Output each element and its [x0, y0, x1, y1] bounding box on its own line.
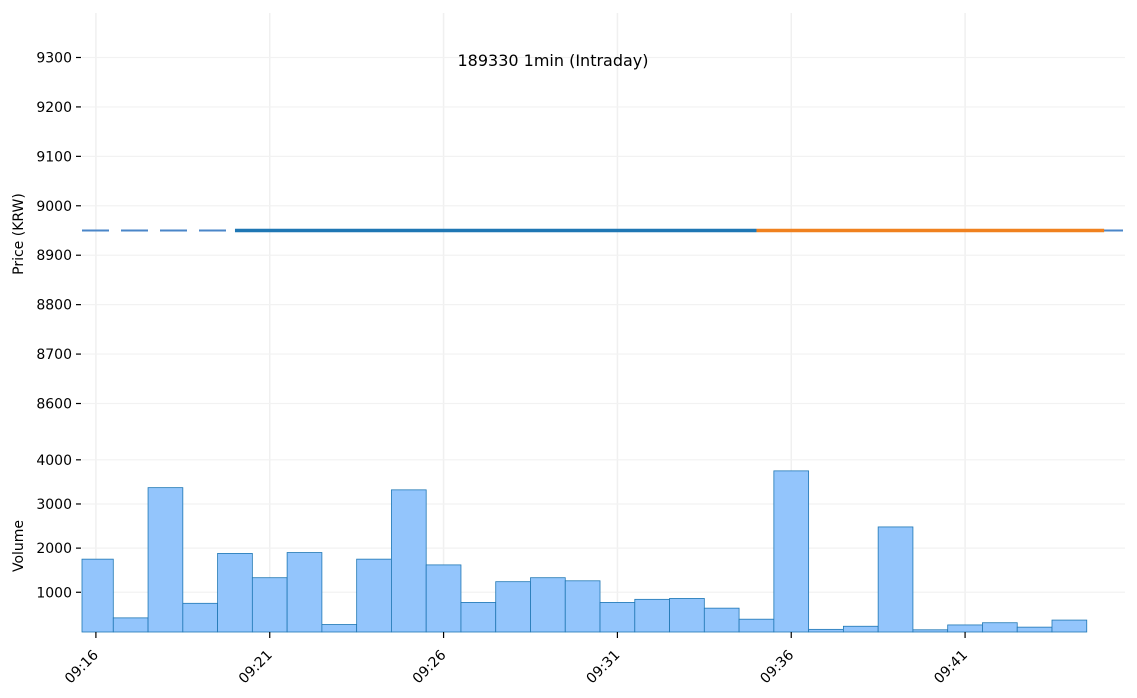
price-axis-title: Price (KRW): [11, 193, 27, 275]
volume-bar: [669, 598, 705, 633]
volume-bar: [425, 564, 462, 633]
volume-bar: [460, 602, 497, 633]
volume-bar: [599, 602, 636, 633]
volume-bar: [877, 526, 914, 633]
volume-bar: [1016, 626, 1053, 633]
time-tick-label: 09:16: [62, 647, 102, 687]
volume-bars: [81, 470, 1088, 633]
price-tick-label: 8700: [36, 347, 72, 363]
volume-bar: [147, 487, 184, 633]
price-tick-label: 9300: [36, 50, 72, 66]
chart-title: 189330 1min (Intraday): [457, 51, 648, 70]
volume-bar: [564, 580, 601, 633]
volume-tick-label: 4000: [36, 453, 72, 469]
volume-bar: [912, 629, 949, 633]
price-tick-label: 8600: [36, 397, 72, 413]
time-tick-label: 09:41: [931, 647, 971, 687]
volume-bar: [495, 581, 531, 633]
time-tick-label: 09:31: [584, 647, 624, 687]
volume-bar: [842, 625, 879, 633]
volume-bar: [947, 624, 983, 633]
volume-tick-label: 2000: [36, 541, 72, 557]
volume-bar: [773, 470, 810, 633]
volume-bar: [81, 558, 114, 633]
volume-bar: [251, 577, 288, 633]
volume-bar: [112, 617, 149, 633]
grid-layer: [82, 13, 1125, 632]
time-tick-label: 09:26: [410, 647, 450, 687]
volume-bar: [391, 489, 427, 633]
volume-bar: [286, 552, 323, 633]
volume-tick-label: 1000: [36, 585, 72, 601]
volume-bar: [530, 577, 566, 633]
price-tick-label: 8900: [36, 248, 72, 264]
price-tick-label: 9000: [36, 199, 72, 215]
time-tick-label: 09:36: [757, 647, 797, 687]
volume-bar: [356, 558, 392, 633]
volume-bar: [217, 553, 253, 633]
price-tick-label: 9200: [36, 100, 72, 116]
volume-bar: [738, 618, 775, 633]
volume-bar: [808, 628, 844, 633]
volume-bar: [321, 624, 358, 633]
volume-axis-title: Volume: [11, 520, 27, 572]
volume-bar: [982, 622, 1018, 633]
volume-bar: [182, 602, 218, 633]
price-tick-label: 8800: [36, 298, 72, 314]
volume-bar: [634, 598, 670, 633]
volume-tick-label: 3000: [36, 497, 72, 513]
volume-bar: [703, 607, 740, 633]
time-tick-label: 09:21: [236, 647, 276, 687]
price-tick-label: 9100: [36, 149, 72, 165]
volume-bar: [1051, 619, 1088, 633]
